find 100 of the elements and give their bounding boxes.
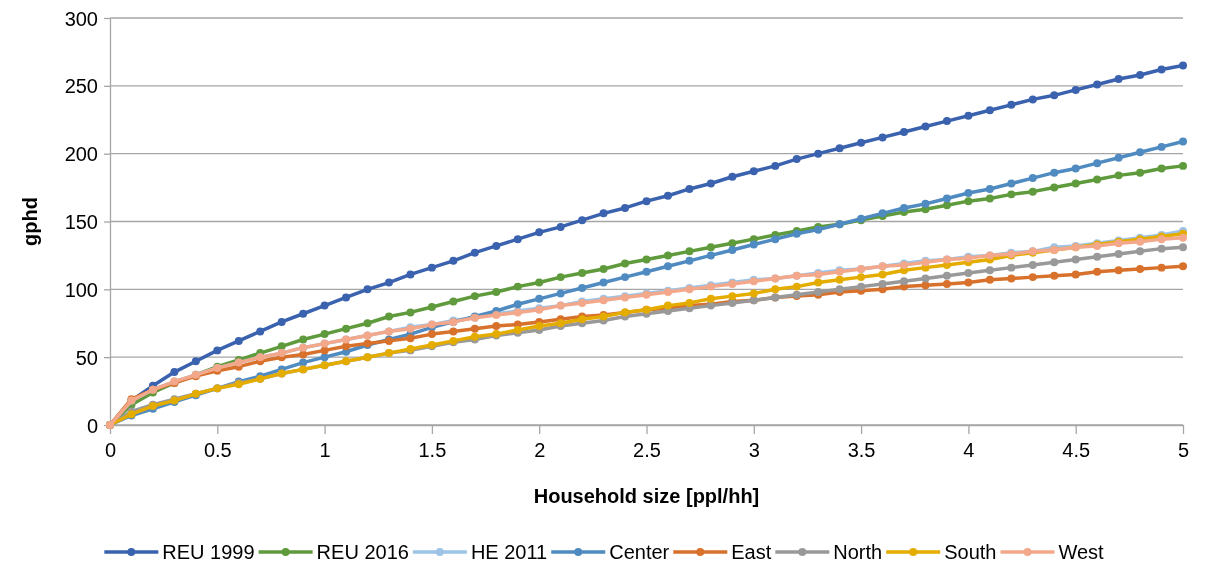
point	[1114, 171, 1123, 180]
x-tick-label: 4	[963, 439, 975, 461]
point	[749, 289, 758, 298]
point	[1136, 71, 1145, 79]
point	[513, 300, 522, 309]
point	[1179, 161, 1187, 170]
point	[1007, 100, 1016, 109]
point	[406, 334, 415, 343]
point	[942, 201, 951, 210]
point	[749, 167, 758, 176]
point	[299, 335, 308, 344]
point	[964, 278, 973, 287]
point	[320, 301, 329, 310]
y-tick-label: 50	[75, 346, 98, 369]
point	[342, 293, 351, 302]
legend-label: HE 2011	[470, 541, 548, 563]
x-tick-label: 2	[534, 439, 546, 461]
point	[299, 309, 308, 318]
point	[1071, 179, 1080, 188]
point	[985, 106, 994, 115]
point	[1093, 267, 1102, 276]
point	[1179, 61, 1187, 70]
point	[1028, 95, 1037, 104]
point	[1136, 265, 1145, 273]
point	[985, 194, 994, 203]
point	[878, 133, 887, 142]
y-tick-label: 250	[64, 75, 98, 98]
point	[728, 246, 737, 254]
point	[234, 336, 243, 345]
point	[900, 127, 909, 136]
point	[1136, 148, 1145, 157]
point	[685, 247, 694, 256]
point	[1093, 175, 1102, 184]
point	[1050, 258, 1059, 267]
point	[1007, 179, 1016, 188]
legend-label: South	[944, 541, 997, 563]
point	[1136, 247, 1145, 256]
point	[213, 346, 222, 355]
x-axis-title: Household size [ppl/hh]	[533, 485, 760, 507]
point	[1050, 91, 1059, 100]
point	[1028, 260, 1037, 269]
point	[900, 203, 909, 212]
x-tick-label: 1	[319, 439, 331, 461]
point	[857, 282, 866, 291]
x-tick-label: 5	[1177, 439, 1190, 461]
point	[964, 111, 973, 120]
point	[578, 284, 587, 292]
point	[492, 321, 501, 330]
point	[792, 155, 801, 164]
point	[621, 203, 630, 212]
x-tick-label: 0.5	[203, 439, 232, 461]
point	[900, 277, 909, 286]
point	[1028, 174, 1037, 183]
point	[1007, 190, 1016, 199]
point	[427, 302, 436, 311]
y-tick-label: 300	[64, 7, 98, 30]
point	[363, 285, 372, 294]
point	[1157, 142, 1166, 151]
point	[1157, 263, 1166, 272]
legend-label: REU 1999	[162, 541, 255, 563]
point	[191, 357, 200, 366]
point	[1050, 168, 1059, 177]
point	[1071, 270, 1080, 279]
point	[277, 342, 286, 351]
point	[599, 265, 608, 273]
point	[470, 248, 479, 257]
point	[964, 189, 973, 197]
point	[706, 251, 715, 260]
x-tick-label: 2.5	[633, 439, 661, 461]
point	[1179, 243, 1187, 252]
legend-label: East	[731, 541, 772, 563]
point	[985, 275, 994, 284]
point	[492, 241, 501, 250]
point	[1007, 274, 1016, 283]
point	[535, 294, 544, 303]
point	[706, 294, 715, 303]
point	[1093, 80, 1102, 89]
point	[878, 279, 887, 288]
point	[663, 262, 672, 271]
x-tick-label: 1.5	[418, 439, 447, 461]
point	[663, 251, 672, 260]
y-tick-label: 200	[64, 143, 98, 166]
legend-label: West	[1058, 541, 1105, 563]
point	[964, 197, 973, 206]
point	[1157, 164, 1166, 173]
point	[1179, 233, 1187, 242]
point	[642, 197, 651, 206]
x-tick-label: 0	[104, 439, 117, 461]
point	[685, 184, 694, 193]
point	[470, 292, 479, 301]
point	[814, 278, 823, 287]
point	[1007, 263, 1016, 272]
point	[621, 273, 630, 282]
point	[942, 279, 951, 288]
point	[406, 270, 415, 279]
point	[749, 240, 758, 249]
point	[342, 324, 351, 333]
point	[384, 278, 393, 287]
point	[921, 199, 930, 208]
point	[556, 289, 565, 298]
